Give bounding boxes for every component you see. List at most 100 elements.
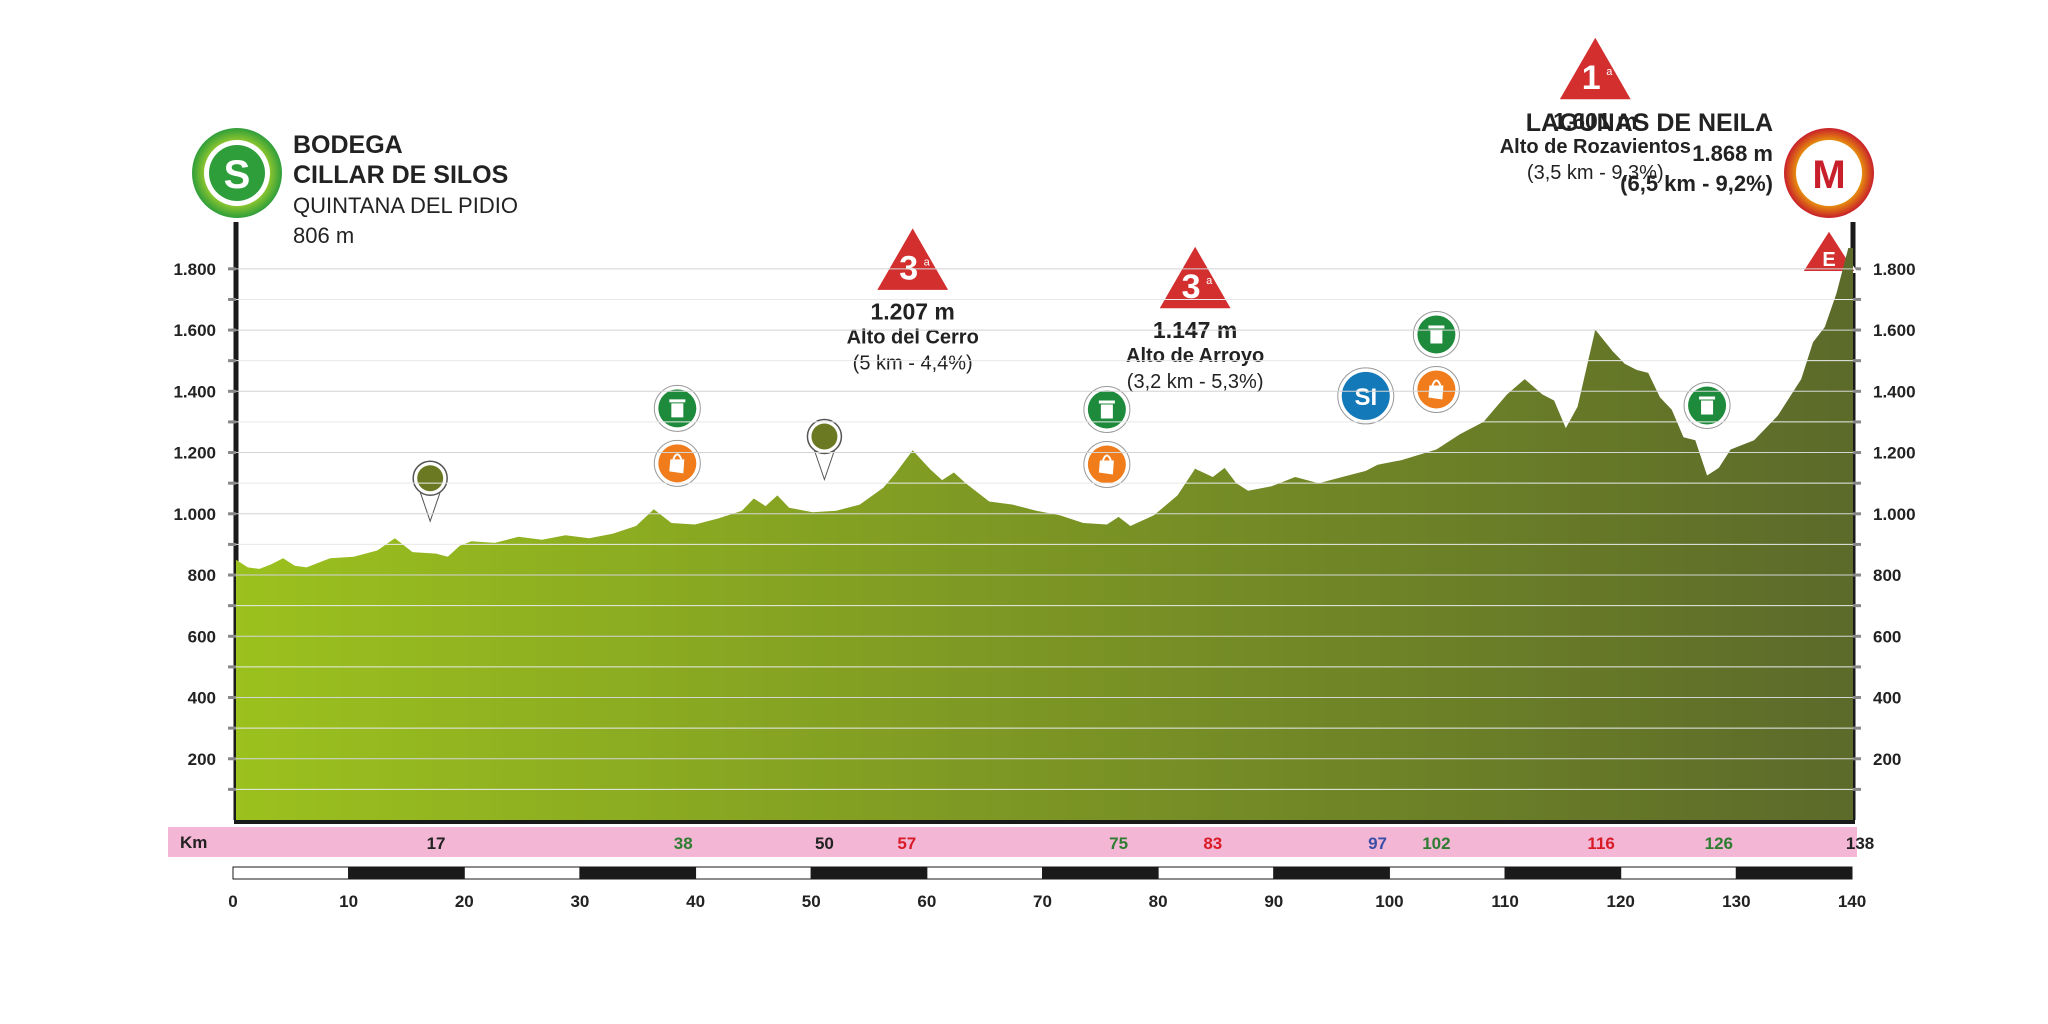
scale-segment [810,866,928,880]
bag-strap [672,453,683,460]
bag-strap [1431,379,1442,386]
km-band-value: 17 [427,834,446,853]
y-tick-label-right: 200 [1873,750,1901,769]
km-band-value: 83 [1203,834,1222,853]
location-pin-icon [412,460,448,523]
scale-tick-label: 20 [455,892,474,911]
scale-tick-label: 80 [1149,892,1168,911]
scale-segment [579,866,697,880]
scale-segment [1273,866,1390,880]
y-tick-label-left: 1.400 [173,382,216,401]
sprint-core [1341,371,1390,420]
scale-segment [926,866,1043,880]
y-tick-label-right: 800 [1873,566,1901,585]
km-band-value: 116 [1587,834,1614,853]
trash-lid [1428,325,1445,329]
finish-block: M LAGUNAS DE NEILA 1.868 m (6,5 km - 9,2… [1526,109,1874,273]
scale-tick-label: 60 [917,892,936,911]
y-tick-label-right: 1.000 [1873,505,1916,524]
km-band-value: 38 [674,834,693,853]
trash-icon [1083,386,1131,434]
y-tick-label-left: 1.800 [173,260,216,279]
distance-scale-bar [232,866,1853,880]
y-tick-label-right: 400 [1873,689,1901,708]
y-tick-label-right: 600 [1873,627,1901,646]
finish-badge-letter: M [1812,153,1845,197]
trash-lid [669,399,686,403]
location-pin-icon [806,418,843,482]
start-name-line2: CILLAR DE SILOS [293,161,508,189]
km-band-value: 138 [1846,834,1874,853]
elevation-profile-area [236,248,1853,820]
climb-category-triangle [1154,240,1236,312]
km-band-value: 97 [1368,834,1387,853]
climb-category-number: 1 [1582,59,1601,97]
scale-tick-label: 30 [570,892,589,911]
trash-lid [1699,396,1716,400]
trash-lid [1098,400,1115,404]
finish-detail: (6,5 km - 9,2%) [1620,171,1773,196]
start-name-line1: BODEGA [293,131,403,159]
km-band-value: 57 [897,834,916,853]
scale-tick-label: 40 [686,892,705,911]
bag-body [669,459,685,474]
y-tick-label-left: 200 [188,750,216,769]
y-axis-right-ticks: 200 400 600 800 1.000 1.200 1.400 1.600 1.800 [1853,260,1916,791]
trash-body [1701,400,1714,415]
start-altitude: 806 m [293,223,354,248]
sprint-label: SI [1354,384,1377,411]
scale-segment [1042,866,1159,880]
km-band-values: 17 38 50 57 75 83 97 102 116 126 138 [427,834,1875,853]
trash-body [671,403,684,418]
start-block: S BODEGA CILLAR DE SILOS QUINTANA DEL PI… [192,128,518,248]
grid-lines [236,268,1853,790]
feed-bag-icon [1412,365,1460,413]
sprint-icon: SI [1337,367,1395,425]
climb-category-sup: a [1206,275,1213,287]
scale-segment [1620,866,1737,880]
y-tick-label-left: 800 [188,566,216,585]
climb-detail: (3,5 km - 9,3%) [1527,162,1664,184]
scale-tick-label: 120 [1607,892,1635,911]
scale-segment [232,866,350,880]
climb-detail: (3,2 km - 5,3%) [1127,371,1264,393]
y-tick-label-left: 1.600 [173,321,216,340]
trash-body [1100,404,1113,419]
y-tick-label-left: 1.000 [173,505,216,524]
y-tick-label-right: 1.200 [1873,444,1916,463]
route-markers: SI [412,310,1731,523]
scale-tick-label: 140 [1838,892,1866,911]
y-tick-label-right: 1.600 [1873,321,1916,340]
y-axis-left-ticks: 200 400 600 800 1.000 1.200 1.400 1.600 1.800 [173,260,236,791]
scale-tick-label: 0 [228,892,237,911]
pin-core [417,465,444,492]
finish-badge-inner [1796,140,1862,206]
feed-bag-icon [653,439,701,487]
climb-category-number: 3 [1182,268,1201,306]
y-tick-label-left: 600 [188,627,216,646]
climb-name: Alto de Arroyo [1126,345,1264,367]
bag-strap [1101,454,1112,461]
climb-category-triangle [1554,31,1636,103]
finish-category-triangle [1800,228,1858,273]
y-tick-label-left: 1.200 [173,444,216,463]
scale-tick-label: 70 [1033,892,1052,911]
trash-icon [653,384,701,432]
climb-detail: (5 km - 4,4%) [853,352,973,374]
km-band-value: 50 [815,834,834,853]
scale-tick-label: 10 [339,892,358,911]
scale-tick-label: 90 [1264,892,1283,911]
scale-segment [348,866,465,880]
scale-tick-label: 130 [1722,892,1750,911]
scale-segment [1157,866,1275,880]
climb-category-sup: a [924,256,931,268]
finish-category-label: E [1822,249,1835,271]
trash-icon [1683,382,1731,430]
y-tick-label-right: 1.400 [1873,382,1916,401]
scale-segment [1735,866,1853,880]
km-band-value: 75 [1109,834,1128,853]
